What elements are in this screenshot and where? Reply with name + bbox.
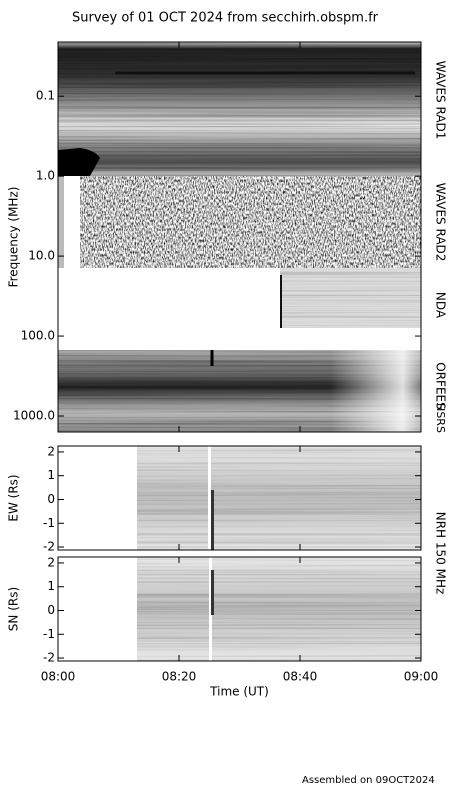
y-axis-label: SN (Rs) bbox=[7, 587, 21, 631]
panel-frame bbox=[57, 556, 422, 662]
y-tick-label: 1 bbox=[47, 579, 55, 593]
y-tick-label: 0 bbox=[47, 603, 55, 617]
y-tick-label: -1 bbox=[43, 627, 55, 641]
band-label: NDA bbox=[434, 292, 448, 319]
y-axis-label: EW (Rs) bbox=[7, 474, 21, 521]
y-tick-label: 0 bbox=[47, 492, 55, 506]
band-label: WAVES RAD1 bbox=[434, 61, 448, 140]
y-tick-label: -2 bbox=[43, 651, 55, 665]
y-axis-label: Frequency (MHz) bbox=[7, 187, 21, 288]
y-tick-label: -1 bbox=[43, 516, 55, 530]
panel-frame bbox=[57, 445, 422, 551]
y-tick-label: 10.0 bbox=[28, 249, 55, 263]
y-tick-label: 2 bbox=[47, 444, 55, 458]
y-tick-label: 2 bbox=[47, 555, 55, 569]
x-axis-label: Time (UT) bbox=[209, 685, 269, 699]
x-tick-label: 08:40 bbox=[283, 670, 318, 684]
y-tick-label: 1 bbox=[47, 468, 55, 482]
footer: Assembled on 09OCT2024 bbox=[302, 775, 435, 786]
chart-title: Survey of 01 OCT 2024 from secchirh.obsp… bbox=[72, 11, 379, 26]
x-tick-label: 08:00 bbox=[41, 670, 76, 684]
band-label: HSRS bbox=[434, 403, 447, 433]
x-tick-label: 09:00 bbox=[404, 670, 439, 684]
y-tick-label: 1000.0 bbox=[13, 409, 55, 423]
right-label: NRH 150 MHz bbox=[434, 512, 448, 595]
panel-frame bbox=[57, 41, 422, 433]
spectrogram-image bbox=[58, 42, 421, 661]
y-tick-label: 0.1 bbox=[36, 89, 55, 103]
band-label: WAVES RAD2 bbox=[434, 183, 448, 262]
y-tick-label: -2 bbox=[43, 540, 55, 554]
y-tick-label: 100.0 bbox=[21, 329, 55, 343]
y-tick-label: 1.0 bbox=[36, 169, 55, 183]
band-label: ORFEES bbox=[434, 362, 448, 409]
x-tick-label: 08:20 bbox=[162, 670, 197, 684]
